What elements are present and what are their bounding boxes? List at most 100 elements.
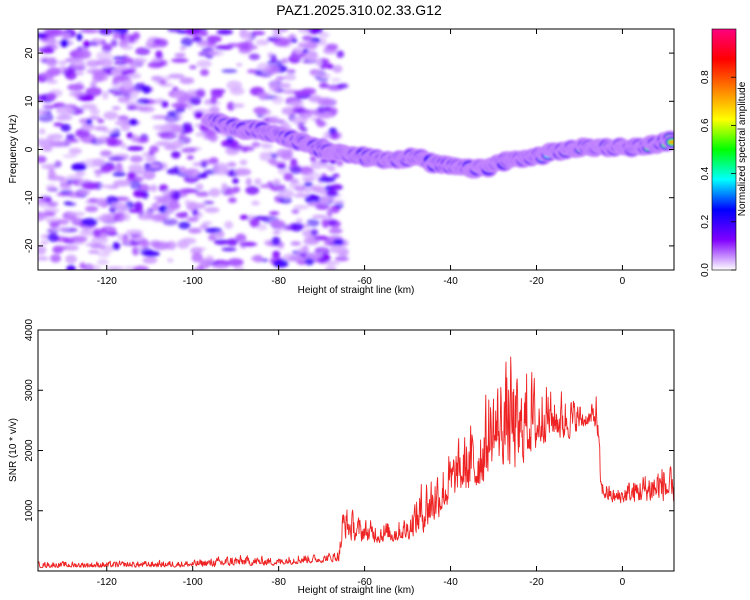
- spectrogram-cell: [297, 122, 305, 131]
- spectrogram-cell: [94, 172, 102, 178]
- spectrogram-cell: [280, 82, 291, 89]
- spectrogram-cell: [59, 183, 72, 191]
- spectrogram-cell: [132, 246, 140, 256]
- figure-title: PAZ1.2025.310.02.33.G12: [276, 2, 442, 18]
- spectrogram-cell: [316, 105, 326, 114]
- spectrogram-cell: [96, 197, 107, 207]
- spectrogram-cell: [202, 200, 215, 205]
- spectrogram-x-tick-label: -120: [97, 276, 117, 287]
- spectrogram-cell: [236, 63, 243, 67]
- spectrogram-cell: [109, 205, 117, 214]
- spectrogram-cell: [111, 106, 121, 111]
- spectrogram-cell: [83, 40, 90, 49]
- spectrogram-cell: [155, 50, 163, 59]
- spectrogram-cell: [70, 235, 88, 243]
- spectrogram-cell: [233, 266, 245, 270]
- spectrogram-cell: [332, 173, 340, 178]
- spectrogram-cell: [273, 178, 281, 185]
- colorbar: 0.0 0.2 0.4 0.6 0.8 Normalized spectral ampl…: [700, 28, 748, 277]
- snr-x-tick-label: -20: [529, 577, 544, 588]
- spectrogram-cell: [296, 248, 304, 254]
- spectrogram-cell: [326, 190, 339, 197]
- spectrogram-cell: [293, 193, 310, 198]
- spectrogram-cell: [160, 76, 171, 82]
- spectrogram-cell: [54, 245, 68, 250]
- spectrogram-cell: [142, 256, 158, 264]
- spectrogram-y-tick-label: 0: [24, 146, 35, 152]
- spectrogram-cell: [86, 119, 93, 125]
- spectrogram-cell: [98, 29, 114, 35]
- spectrogram-cell: [319, 82, 329, 89]
- spectrogram-cell: [272, 29, 289, 33]
- spectrogram-cell: [313, 235, 329, 241]
- spectrogram-cell: [140, 247, 154, 257]
- spectrogram-cell: [122, 79, 133, 90]
- snr-x-label: Height of straight line (km): [298, 585, 415, 596]
- spectrogram-cell: [150, 184, 158, 192]
- spectrogram-cell: [321, 220, 330, 229]
- spectrogram-cell: [167, 258, 174, 263]
- spectrogram-cell: [56, 115, 69, 121]
- spectrogram-cell: [188, 227, 202, 234]
- spectrogram-cell: [44, 198, 53, 203]
- spectrogram-cell: [49, 140, 65, 148]
- spectrogram-cell: [226, 134, 234, 144]
- spectrogram-cell: [208, 50, 225, 56]
- spectrogram-cell: [100, 184, 113, 189]
- spectrogram-cell: [301, 176, 316, 182]
- spectrogram-cell: [57, 219, 70, 225]
- spectrogram-cell: [170, 140, 184, 149]
- spectrogram-cell: [56, 106, 74, 116]
- spectrogram-cell: [305, 252, 323, 260]
- spectrogram-cell: [97, 258, 109, 266]
- spectrogram-cell: [158, 125, 172, 132]
- spectrogram-cell: [90, 80, 97, 89]
- spectrogram-cell: [327, 165, 336, 172]
- spectrogram-cell: [250, 255, 263, 262]
- spectrogram-cell: [195, 88, 206, 97]
- spectrogram-cell: [179, 77, 195, 85]
- spectrogram-cell: [122, 44, 134, 51]
- spectrogram-cell: [48, 202, 58, 208]
- spectrogram-cell: [269, 211, 280, 216]
- spectrogram-cell: [270, 184, 286, 192]
- spectrogram-cell: [253, 106, 268, 115]
- spectrogram-cell: [186, 155, 194, 160]
- spectrogram-cell: [151, 202, 160, 212]
- spectrogram-cell: [126, 132, 133, 139]
- spectrogram-x-tick-label: -40: [443, 276, 458, 287]
- spectrogram-cell: [290, 241, 302, 246]
- spectrogram-cell: [43, 211, 56, 217]
- spectrogram-cell: [302, 35, 313, 42]
- spectrogram-cell: [96, 137, 107, 144]
- spectrogram-cell: [123, 57, 134, 64]
- spectrogram-cell: [42, 147, 53, 152]
- spectrogram-cell: [116, 65, 129, 71]
- spectrogram-cell: [92, 158, 106, 167]
- spectrogram-cell: [164, 209, 175, 214]
- spectrogram-cell: [202, 221, 213, 226]
- spectrogram-cell: [106, 266, 124, 270]
- spectrogram-cell: [215, 231, 225, 239]
- spectrogram-cell: [62, 154, 78, 158]
- spectrogram-x-tick-label: 0: [620, 276, 626, 287]
- spectrogram-cell: [96, 51, 113, 61]
- spectrogram-cell: [38, 155, 47, 164]
- spectrogram-cell: [200, 161, 208, 168]
- spectrogram-cell: [133, 265, 150, 270]
- spectrogram-cell: [277, 242, 285, 250]
- spectrogram-cell: [204, 227, 223, 233]
- snr-y-axis: 1000 2000 3000 4000: [24, 318, 674, 522]
- spectrogram-cell: [230, 87, 245, 96]
- spectrogram-cell: [277, 167, 289, 175]
- spectrogram-cell: [77, 49, 92, 59]
- spectrogram-cell: [66, 174, 83, 180]
- spectrogram-cell: [47, 233, 59, 243]
- spectrogram-y-tick-label: 10: [24, 95, 35, 107]
- spectrogram-cell: [83, 226, 90, 233]
- spectrogram-cell: [126, 72, 142, 79]
- spectrogram-cell: [247, 69, 258, 74]
- spectrogram-cell: [304, 42, 318, 50]
- spectrogram-cell: [180, 37, 193, 47]
- snr-y-tick-label: 1000: [24, 499, 35, 522]
